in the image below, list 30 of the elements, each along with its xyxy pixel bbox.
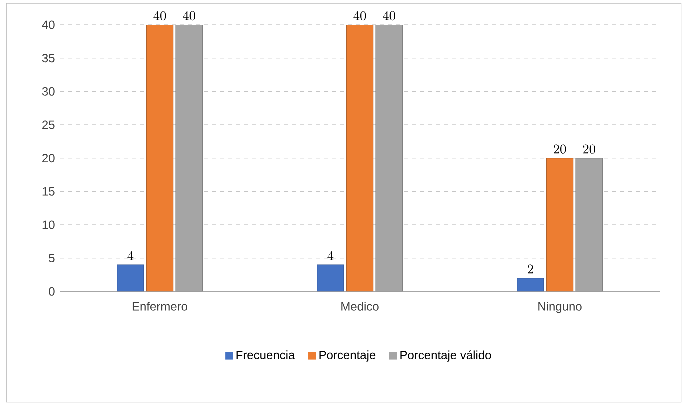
- y-tick-label: 5: [49, 254, 55, 263]
- data-label: 40: [354, 11, 366, 21]
- y-tick-label: 10: [42, 220, 55, 230]
- y-tick-label: 20: [42, 154, 55, 163]
- data-label: 40: [183, 11, 196, 21]
- legend-label: Frecuencia: [236, 350, 296, 360]
- legend-label: Porcentaje válido: [400, 350, 492, 362]
- y-tick-label: 40: [42, 20, 55, 30]
- x-tick-label: Ninguno: [538, 302, 582, 314]
- x-tick-label: Enfermero: [132, 302, 188, 311]
- bar: [117, 264, 144, 292]
- legend-label: Porcentaje: [320, 350, 376, 362]
- y-tick-label: 15: [42, 187, 55, 196]
- data-label: 20: [554, 144, 566, 154]
- data-label: 40: [383, 11, 396, 21]
- bar: [346, 25, 374, 292]
- data-label: 4: [128, 251, 134, 260]
- bar: [517, 278, 544, 292]
- y-tick-label: 25: [42, 120, 55, 130]
- y-tick-label: 0: [49, 287, 55, 296]
- data-label: 20: [583, 144, 596, 154]
- data-label: 40: [154, 11, 166, 21]
- bar: [146, 25, 174, 292]
- data-label: 4: [328, 251, 334, 260]
- y-tick-label: 30: [42, 87, 55, 96]
- x-tick-label: Medico: [342, 302, 379, 311]
- bar: [546, 158, 574, 292]
- y-tick-label: 35: [42, 54, 55, 63]
- bar: [317, 264, 344, 292]
- data-label: 2: [528, 264, 534, 274]
